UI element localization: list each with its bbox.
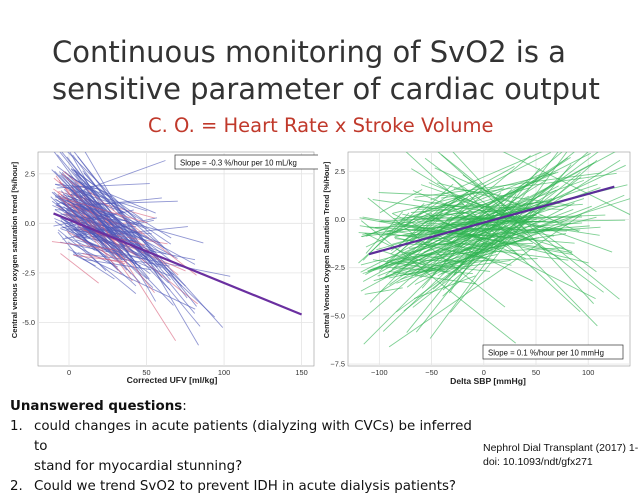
question-number: 1. bbox=[10, 417, 34, 477]
x-tick-label: −100 bbox=[371, 368, 388, 377]
question-item: 1. could changes in acute patients (dial… bbox=[10, 417, 480, 477]
question-text: could changes in acute patients (dialyzi… bbox=[34, 417, 480, 477]
y-tick-label: −2.5 bbox=[330, 263, 345, 272]
x-tick-label: 0 bbox=[482, 368, 486, 377]
chart-ufv-panel: Central venous oxygen saturation trend [… bbox=[4, 146, 318, 390]
y-tick-label: 0.0 bbox=[335, 215, 345, 224]
slide-subtitle: C. O. = Heart Rate x Stroke Volume bbox=[148, 114, 528, 137]
citation: Nephrol Dial Transplant (2017) 1- doi: 1… bbox=[483, 441, 638, 469]
y-axis-label: Central venous oxygen saturation trend [… bbox=[10, 161, 19, 338]
x-tick-label: 50 bbox=[532, 368, 540, 377]
question-text-line2: stand for myocardial stunning? bbox=[34, 459, 242, 474]
chart-ufv: Central venous oxygen saturation trend [… bbox=[4, 146, 318, 390]
questions-heading: Unanswered questions bbox=[10, 399, 182, 414]
chart-sbp: Central Venous Oxygen Saturation Trend [… bbox=[318, 146, 634, 390]
slide-title-line2: sensitive parameter of cardiac output bbox=[52, 72, 600, 106]
slope-annotation: Slope = 0.1 %/hour per 10 mmHg bbox=[488, 349, 604, 358]
x-tick-label: 0 bbox=[67, 368, 71, 377]
x-axis-label: Corrected UFV [ml/kg] bbox=[127, 375, 218, 385]
y-tick-label: 2.5 bbox=[335, 167, 345, 176]
question-number: 2. bbox=[10, 477, 34, 497]
questions-heading-row: Unanswered questions: bbox=[10, 397, 480, 417]
y-tick-label: -2.5 bbox=[22, 268, 35, 277]
x-tick-label: 100 bbox=[582, 368, 594, 377]
y-tick-label: 2.5 bbox=[25, 169, 35, 178]
question-text: Could we trend SvO2 to prevent IDH in ac… bbox=[34, 477, 456, 497]
x-tick-label: −50 bbox=[425, 368, 438, 377]
citation-journal: Nephrol Dial Transplant (2017) 1- bbox=[483, 441, 638, 455]
questions-heading-suffix: : bbox=[182, 399, 187, 414]
y-tick-label: −7.5 bbox=[330, 360, 345, 369]
chart-sbp-panel: Central Venous Oxygen Saturation Trend [… bbox=[318, 146, 634, 390]
unanswered-questions: Unanswered questions: 1. could changes i… bbox=[10, 397, 480, 497]
slide-title: Continuous monitoring of SvO2 is a sensi… bbox=[52, 34, 612, 108]
citation-doi: doi: 10.1093/ndt/gfx271 bbox=[483, 455, 638, 469]
slide-title-line1: Continuous monitoring of SvO2 is a bbox=[52, 35, 566, 69]
question-text-line1: could changes in acute patients (dialyzi… bbox=[34, 419, 472, 454]
x-tick-label: 100 bbox=[218, 368, 230, 377]
y-tick-label: -5.0 bbox=[22, 318, 35, 327]
slope-annotation: Slope = -0.3 %/hour per 10 mL/kg bbox=[180, 159, 297, 168]
x-tick-label: 50 bbox=[142, 368, 150, 377]
y-tick-label: 0.0 bbox=[25, 219, 35, 228]
question-item: 2. Could we trend SvO2 to prevent IDH in… bbox=[10, 477, 480, 497]
x-tick-label: 150 bbox=[295, 368, 307, 377]
x-axis-label: Delta SBP [mmHg] bbox=[450, 376, 526, 386]
y-tick-label: −5.0 bbox=[330, 311, 345, 320]
